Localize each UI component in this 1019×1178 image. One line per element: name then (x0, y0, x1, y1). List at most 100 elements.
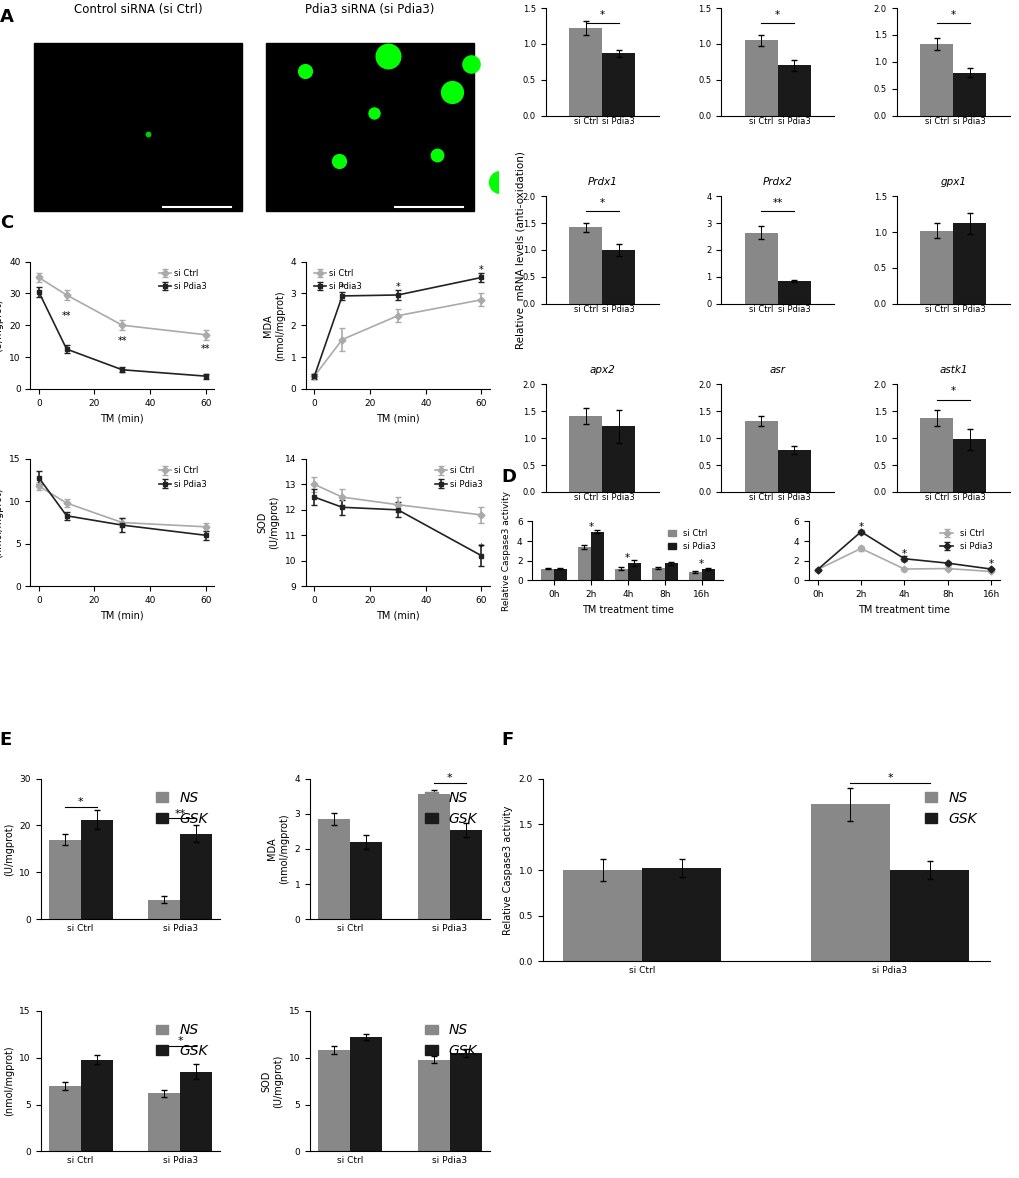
Point (331, 152, 347, 171)
Y-axis label: CAT
(U/mgprot): CAT (U/mgprot) (0, 298, 4, 352)
Bar (777, 280, 810, 304)
Y-axis label: Relative Caspase3 activity: Relative Caspase3 activity (502, 806, 513, 934)
Bar (744, 40, 777, 115)
Legend: NS, GSK: NS, GSK (918, 786, 981, 832)
Point (501, 124, 518, 143)
Point (428, 145, 444, 164)
Y-axis label: SOD
(U/mgprot): SOD (U/mgprot) (258, 496, 279, 549)
Bar (569, 227, 601, 304)
Title: astk1: astk1 (938, 365, 967, 376)
Text: Pdia3 siRNA (si Pdia3): Pdia3 siRNA (si Pdia3) (305, 2, 434, 15)
Legend: si Ctrl, si Pdia3: si Ctrl, si Pdia3 (156, 266, 210, 294)
Bar (318, 819, 350, 919)
Bar (449, 829, 481, 919)
Text: *: * (625, 552, 630, 563)
Y-axis label: CAT
(U/mgprot): CAT (U/mgprot) (0, 822, 14, 875)
Y-axis label: GSH
(nmol/mgprot): GSH (nmol/mgprot) (0, 1046, 14, 1117)
Bar (49, 840, 81, 919)
Bar (701, 569, 713, 581)
Bar (642, 868, 720, 961)
Text: Control siRNA (si Ctrl): Control siRNA (si Ctrl) (73, 2, 202, 15)
Y-axis label: GSH
(nmol/mgprot): GSH (nmol/mgprot) (0, 488, 4, 558)
Text: *: * (901, 549, 906, 558)
Title: asr: asr (769, 365, 785, 376)
Bar (953, 224, 985, 304)
Bar (266, 44, 473, 211)
Bar (180, 1072, 212, 1151)
Text: *: * (395, 283, 399, 292)
Legend: si Ctrl, si Pdia3: si Ctrl, si Pdia3 (310, 266, 364, 294)
Legend: NS, GSK: NS, GSK (150, 1018, 213, 1064)
Bar (569, 416, 601, 492)
Legend: si Ctrl, si Pdia3: si Ctrl, si Pdia3 (156, 463, 210, 492)
Bar (148, 1093, 180, 1151)
Bar (318, 1050, 350, 1151)
Text: *: * (698, 560, 703, 569)
Bar (810, 805, 890, 961)
Legend: NS, GSK: NS, GSK (419, 786, 482, 832)
Bar (919, 44, 953, 115)
Text: *: * (987, 560, 993, 569)
Text: C: C (0, 214, 13, 232)
Text: **: ** (772, 198, 783, 209)
Title: apx2: apx2 (589, 365, 614, 376)
Text: *: * (858, 522, 863, 531)
X-axis label: TM (min): TM (min) (100, 413, 144, 423)
Text: *: * (77, 796, 84, 807)
Text: *: * (588, 522, 593, 531)
Bar (744, 421, 777, 492)
Text: **: ** (62, 311, 71, 320)
Text: Relative  mRNA levels (anti-oxidation): Relative mRNA levels (anti-oxidation) (515, 151, 525, 349)
Y-axis label: MDA
(nmol/mgprot): MDA (nmol/mgprot) (263, 290, 284, 360)
Bar (627, 563, 640, 581)
Legend: si Ctrl, si Pdia3: si Ctrl, si Pdia3 (936, 525, 995, 555)
Bar (418, 794, 449, 919)
Title: Prdx1: Prdx1 (587, 177, 616, 187)
Text: *: * (339, 283, 344, 293)
X-axis label: TM (min): TM (min) (376, 413, 420, 423)
Bar (688, 573, 701, 581)
Bar (953, 439, 985, 492)
Legend: NS, GSK: NS, GSK (419, 1018, 482, 1064)
Bar (919, 418, 953, 492)
Bar (953, 73, 985, 115)
Y-axis label: Relative Caspase3 activity: Relative Caspase3 activity (502, 491, 511, 611)
Bar (777, 450, 810, 492)
Bar (562, 871, 642, 961)
Text: *: * (774, 9, 780, 20)
Bar (418, 1059, 449, 1151)
Bar (449, 1053, 481, 1151)
X-axis label: TM treatment time: TM treatment time (581, 604, 674, 615)
Text: *: * (599, 198, 604, 209)
Bar (569, 28, 601, 115)
Text: *: * (887, 773, 892, 783)
Bar (601, 426, 635, 492)
Bar (744, 232, 777, 304)
Text: *: * (446, 774, 452, 783)
Title: gpx1: gpx1 (940, 177, 965, 187)
Text: *: * (479, 265, 483, 274)
Text: *: * (177, 1035, 182, 1046)
Bar (601, 250, 635, 304)
Legend: NS, GSK: NS, GSK (150, 786, 213, 832)
Point (380, 46, 396, 65)
Text: **: ** (174, 808, 185, 819)
Legend: si Ctrl, si Pdia3: si Ctrl, si Pdia3 (664, 525, 718, 555)
Text: *: * (479, 543, 483, 552)
X-axis label: TM (min): TM (min) (376, 610, 420, 621)
Point (141, 124, 157, 143)
X-axis label: TM treatment time: TM treatment time (858, 604, 950, 615)
Text: A: A (0, 7, 14, 26)
Y-axis label: SOD
(U/mgprot): SOD (U/mgprot) (262, 1054, 283, 1107)
Bar (614, 569, 627, 581)
X-axis label: TM (min): TM (min) (100, 610, 144, 621)
Bar (651, 568, 664, 581)
Bar (81, 820, 112, 919)
Text: B: B (510, 0, 523, 2)
Bar (919, 231, 953, 304)
Bar (890, 871, 968, 961)
Point (492, 172, 508, 191)
Bar (81, 1059, 112, 1151)
Text: *: * (599, 9, 604, 20)
Point (365, 104, 381, 123)
